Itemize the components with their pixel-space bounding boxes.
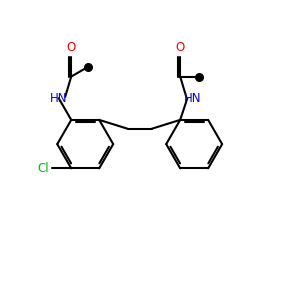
Text: HN: HN bbox=[50, 92, 68, 105]
Text: HN: HN bbox=[184, 92, 201, 105]
Text: O: O bbox=[67, 41, 76, 54]
Text: Cl: Cl bbox=[38, 162, 49, 175]
Text: O: O bbox=[176, 41, 185, 54]
